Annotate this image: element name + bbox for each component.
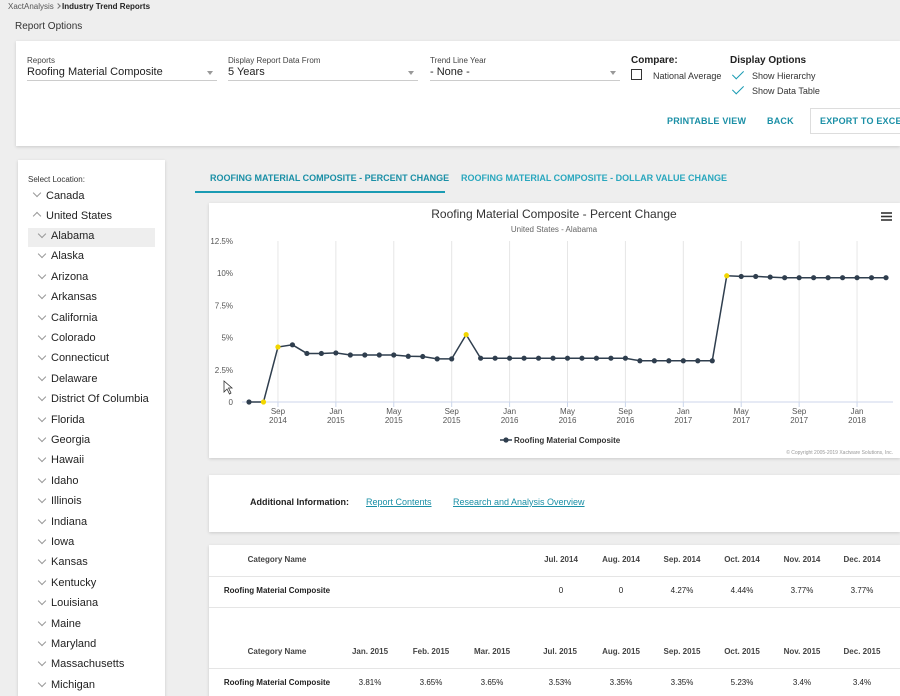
data-point <box>565 356 570 361</box>
x-tick-label: May2016 <box>559 407 577 425</box>
data-point <box>377 352 382 357</box>
y-tick-label: 5% <box>221 334 233 343</box>
data-point <box>681 358 686 363</box>
data-point <box>261 399 266 404</box>
data-point <box>275 344 280 349</box>
data-point <box>739 274 744 279</box>
data-point <box>362 352 367 357</box>
data-point <box>883 275 888 280</box>
data-point <box>391 352 396 357</box>
data-point <box>797 275 802 280</box>
cursor <box>224 381 232 394</box>
x-tick-label: May2017 <box>732 407 750 425</box>
data-point <box>811 275 816 280</box>
data-point <box>594 356 599 361</box>
data-point <box>449 356 454 361</box>
data-point <box>348 352 353 357</box>
x-tick-label: Sep2014 <box>269 407 287 425</box>
data-point <box>478 356 483 361</box>
data-point <box>246 399 251 404</box>
x-tick-label: Jan2018 <box>848 407 866 425</box>
data-point <box>608 356 613 361</box>
legend-label: Roofing Material Composite <box>514 436 621 445</box>
data-point <box>290 342 295 347</box>
data-point <box>753 274 758 279</box>
y-tick-label: 10% <box>217 269 233 278</box>
data-point <box>854 275 859 280</box>
y-tick-label: 2.5% <box>215 366 233 375</box>
data-point <box>550 356 555 361</box>
chart-title: Roofing Material Composite - Percent Cha… <box>431 207 677 221</box>
x-tick-label: Jan2016 <box>501 407 519 425</box>
x-tick-label: Jan2017 <box>674 407 692 425</box>
copyright: © Copyright 2005-2019 Xactware Solutions… <box>786 449 893 456</box>
data-point <box>869 275 874 280</box>
data-point <box>666 358 671 363</box>
data-point <box>304 351 309 356</box>
data-point <box>579 356 584 361</box>
data-point <box>507 356 512 361</box>
data-point <box>536 356 541 361</box>
data-point <box>840 275 845 280</box>
legend-marker <box>503 437 508 442</box>
data-point <box>710 358 715 363</box>
y-tick-label: 0 <box>229 398 234 407</box>
data-point <box>623 356 628 361</box>
data-point <box>637 358 642 363</box>
data-point <box>652 358 657 363</box>
data-point <box>420 354 425 359</box>
data-point <box>695 358 700 363</box>
x-tick-label: May2015 <box>385 407 403 425</box>
data-point <box>493 356 498 361</box>
data-point <box>333 350 338 355</box>
chart-subtitle: United States - Alabama <box>511 225 598 234</box>
x-tick-label: Jan2015 <box>327 407 345 425</box>
x-tick-label: Sep2015 <box>443 407 461 425</box>
data-point <box>521 356 526 361</box>
menu-icon[interactable] <box>881 213 892 220</box>
data-point <box>782 275 787 280</box>
y-tick-label: 12.5% <box>210 237 233 246</box>
x-tick-label: Sep2017 <box>790 407 808 425</box>
data-point <box>435 356 440 361</box>
data-point <box>464 332 469 337</box>
y-tick-label: 7.5% <box>215 301 233 310</box>
data-point <box>406 354 411 359</box>
data-point <box>319 351 324 356</box>
data-point <box>825 275 830 280</box>
data-point <box>724 273 729 278</box>
x-tick-label: Sep2016 <box>617 407 635 425</box>
data-point <box>768 274 773 279</box>
